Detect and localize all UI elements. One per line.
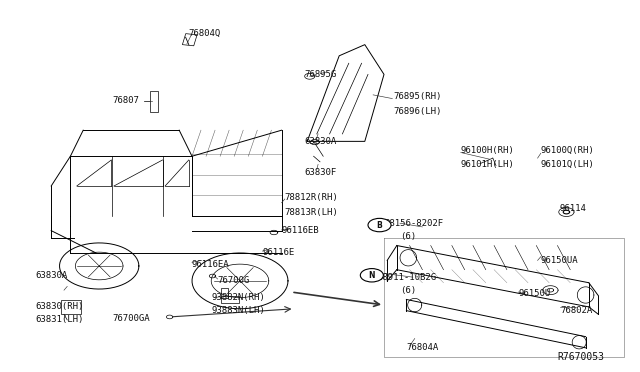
Text: B: B: [377, 221, 382, 230]
Text: 63830F: 63830F: [304, 169, 336, 177]
Circle shape: [360, 269, 383, 282]
Text: 76700G: 76700G: [218, 276, 250, 285]
Text: 76895G: 76895G: [304, 70, 336, 79]
Text: 76804Q: 76804Q: [189, 29, 221, 38]
Text: 93882N(RH): 93882N(RH): [211, 293, 265, 302]
Text: R7670053: R7670053: [558, 352, 605, 362]
Text: 63831(LH): 63831(LH): [35, 315, 84, 324]
Text: 96100Q(RH): 96100Q(RH): [541, 146, 595, 155]
Text: N: N: [369, 271, 375, 280]
Text: 76802A: 76802A: [560, 306, 592, 315]
Text: 63830A: 63830A: [35, 271, 67, 280]
Bar: [182, 33, 197, 46]
Circle shape: [368, 218, 391, 232]
Text: 08156-8202F: 08156-8202F: [384, 219, 443, 228]
Text: 96101Q(LH): 96101Q(LH): [541, 160, 595, 169]
Text: 76896(LH): 76896(LH): [394, 107, 442, 116]
Text: 08911-10B2G: 08911-10B2G: [378, 273, 436, 282]
Text: 96116E: 96116E: [262, 248, 294, 257]
Text: (6): (6): [400, 232, 416, 241]
Text: 96100H(RH): 96100H(RH): [461, 146, 515, 155]
Text: 93883N(LH): 93883N(LH): [211, 306, 265, 315]
Text: 96101H(LH): 96101H(LH): [461, 160, 515, 169]
Text: 76895(RH): 76895(RH): [394, 92, 442, 101]
Text: 96150U: 96150U: [518, 289, 550, 298]
Text: 63830(RH): 63830(RH): [35, 302, 84, 311]
Bar: [221, 288, 228, 298]
Text: 96116EB: 96116EB: [282, 226, 319, 235]
Bar: [61, 300, 81, 314]
Text: 76807: 76807: [112, 96, 139, 105]
Text: 76700GA: 76700GA: [112, 314, 150, 323]
Text: 63830A: 63830A: [304, 137, 336, 146]
Text: (6): (6): [400, 286, 416, 295]
Bar: [221, 296, 239, 303]
Text: 78813R(LH): 78813R(LH): [285, 208, 339, 217]
Bar: [150, 91, 158, 112]
Text: 96116EA: 96116EA: [192, 260, 230, 269]
Text: 96114: 96114: [560, 204, 587, 213]
Text: 96150UA: 96150UA: [541, 256, 579, 265]
Text: 78812R(RH): 78812R(RH): [285, 193, 339, 202]
Text: 76804A: 76804A: [406, 343, 438, 352]
